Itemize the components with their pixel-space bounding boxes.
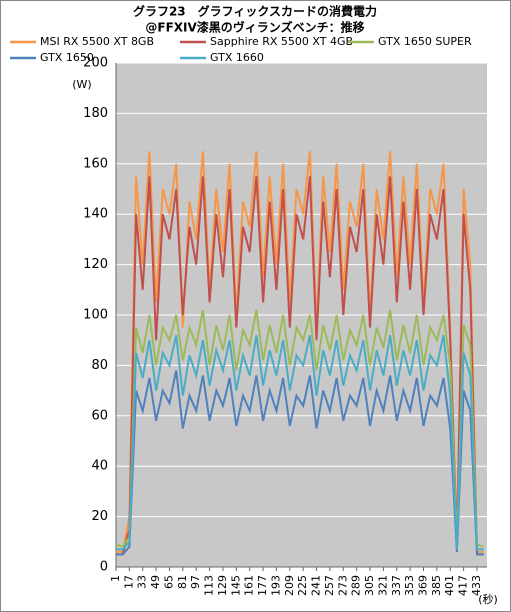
series-line [116, 334, 484, 551]
y-tick-label: 100 [83, 308, 108, 323]
x-tick-label: 49 [149, 575, 162, 589]
x-tick-label: 97 [189, 575, 202, 589]
x-tick-label: 17 [122, 575, 135, 589]
chart-title: グラフ23 グラフィックスカードの消費電力 [133, 4, 377, 19]
x-tick-label: 369 [416, 575, 429, 596]
x-tick-label: 401 [443, 575, 456, 596]
y-tick-label: 180 [83, 106, 108, 121]
x-tick-label: 417 [457, 575, 470, 596]
x-tick-label: 433 [470, 575, 483, 596]
x-tick-label: 113 [203, 575, 216, 596]
x-axis-label: (秒) [478, 592, 498, 606]
y-tick-label: 20 [91, 509, 108, 524]
y-tick-label: 60 [91, 408, 108, 423]
x-tick-label: 321 [376, 575, 389, 596]
series-line [116, 176, 484, 556]
x-tick-label: 65 [162, 575, 175, 589]
y-tick-label: 0 [100, 560, 108, 575]
y-tick-label: 40 [91, 459, 108, 474]
series-line [116, 370, 484, 556]
x-tick-label: 353 [403, 575, 416, 596]
x-tick-label: 1 [109, 575, 122, 582]
legend-label: GTX 1660 [210, 51, 264, 64]
y-tick-label: 80 [91, 358, 108, 373]
x-tick-label: 305 [363, 575, 376, 596]
legend-label: GTX 1650 [40, 51, 94, 64]
x-tick-label: 161 [243, 575, 256, 596]
x-tick-label: 289 [350, 575, 363, 596]
x-tick-label: 241 [310, 575, 323, 596]
x-tick-label: 385 [430, 575, 443, 596]
y-axis-label: (W) [72, 78, 91, 91]
x-tick-label: 193 [269, 575, 282, 596]
series-line [115, 309, 485, 549]
x-tick-label: 129 [216, 575, 229, 596]
legend-label: Sapphire RX 5500 XT 4GB [210, 35, 353, 48]
chart-subtitle: @FFXIV漆黒のヴィランズベンチ：推移 [145, 20, 364, 35]
x-tick-label: 81 [176, 575, 189, 589]
y-tick-label: 160 [83, 156, 108, 171]
x-tick-label: 273 [336, 575, 349, 596]
y-tick-label: 140 [83, 207, 108, 222]
legend-label: GTX 1650 SUPER [378, 35, 472, 48]
legend-label: MSI RX 5500 XT 8GB [40, 35, 154, 48]
x-tick-label: 33 [136, 575, 149, 589]
y-tick-label: 200 [83, 56, 108, 71]
x-tick-label: 177 [256, 575, 269, 596]
x-tick-label: 257 [323, 575, 336, 596]
x-tick-label: 337 [390, 575, 403, 596]
x-tick-label: 225 [296, 575, 309, 596]
x-tick-label: 145 [229, 575, 242, 596]
x-tick-label: 209 [283, 575, 296, 596]
y-tick-label: 120 [83, 257, 108, 272]
